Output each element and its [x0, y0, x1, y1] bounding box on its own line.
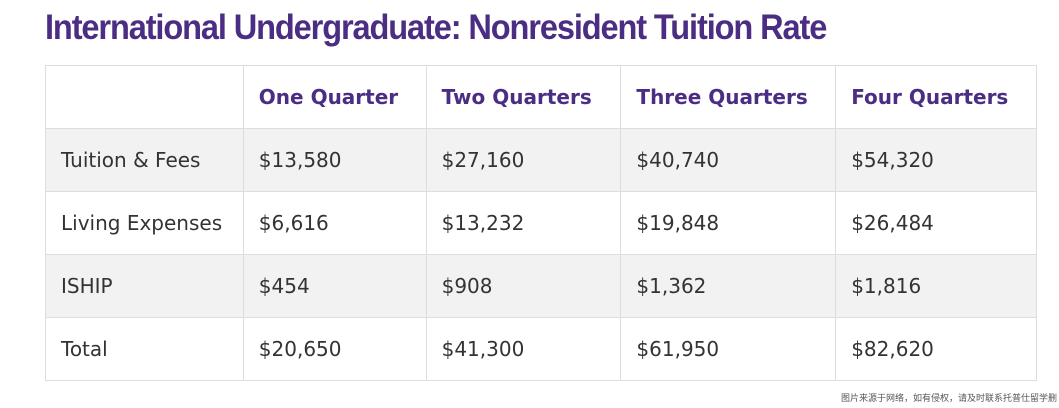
table-cell: $20,650: [242, 317, 427, 381]
column-header: Four Quarters: [835, 65, 1037, 129]
row-label: ISHIP: [45, 254, 244, 318]
column-header: Three Quarters: [620, 65, 837, 129]
page-title: International Undergraduate: Nonresident…: [45, 8, 827, 47]
table-cell: $454: [242, 254, 427, 318]
column-header: Two Quarters: [425, 65, 622, 129]
table-row: Living Expenses $6,616 $13,232 $19,848 $26,4…: [45, 191, 1037, 255]
row-label: Tuition & Fees: [45, 128, 244, 192]
row-label: Total: [45, 317, 244, 381]
table-cell: $54,320: [835, 128, 1037, 192]
table-row: Tuition & Fees $13,580 $27,160 $40,740 $54,3…: [45, 128, 1037, 192]
table-cell: $6,616: [242, 191, 427, 255]
table-body: Tuition & Fees $13,580 $27,160 $40,740 $54,3…: [45, 128, 1037, 381]
source-note: 图片来源于网络，如有侵权，请及时联系托普仕留学删: [840, 394, 1057, 404]
table-cell: $82,620: [835, 317, 1037, 381]
table-cell: $40,740: [620, 128, 837, 192]
column-header: One Quarter: [242, 65, 427, 129]
table-cell: $19,848: [620, 191, 837, 255]
table-row: ISHIP $454 $908 $1,362 $1,816: [45, 254, 1037, 318]
table-cell: $1,816: [835, 254, 1037, 318]
table-cell: $13,580: [242, 128, 427, 192]
table-cell: $41,300: [425, 317, 622, 381]
row-label: Living Expenses: [45, 191, 244, 255]
column-header: [45, 65, 244, 129]
table-cell: $908: [425, 254, 622, 318]
header-row: One Quarter Two Quarters Three Quarters Fou…: [45, 65, 1037, 129]
table-cell: $27,160: [425, 128, 622, 192]
table-cell: $13,232: [425, 191, 622, 255]
table-cell: $1,362: [620, 254, 837, 318]
table-row: Total $20,650 $41,300 $61,950 $82,620: [45, 317, 1037, 381]
table-cell: $61,950: [620, 317, 837, 381]
table-cell: $26,484: [835, 191, 1037, 255]
tuition-table: One Quarter Two Quarters Three Quarters Fou…: [45, 65, 1037, 381]
